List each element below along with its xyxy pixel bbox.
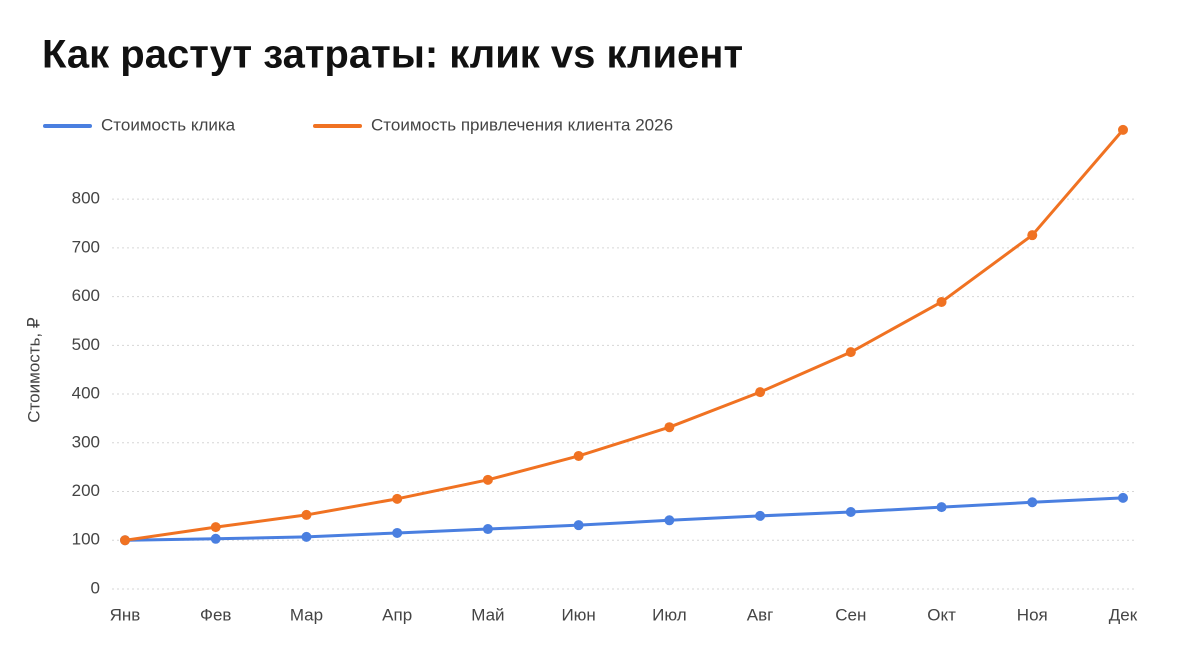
y-tick-label: 500: [72, 335, 100, 354]
y-tick-label: 400: [72, 384, 100, 403]
data-point: [482, 474, 493, 485]
data-point: [1027, 497, 1038, 508]
x-tick-label: Сен: [835, 605, 866, 624]
x-tick-label: Июл: [652, 605, 687, 624]
x-tick-label: Июн: [561, 605, 595, 624]
y-axis-label: Стоимость, ₽: [24, 317, 43, 423]
x-tick-label: Янв: [110, 605, 141, 624]
data-point: [210, 522, 221, 533]
chart-title: Как растут затраты: клик vs клиент: [42, 33, 743, 77]
data-point: [392, 493, 403, 504]
x-tick-label: Ноя: [1017, 605, 1048, 624]
data-point: [301, 509, 312, 520]
y-tick-label: 300: [72, 432, 100, 451]
data-point: [845, 347, 856, 358]
data-point: [1027, 230, 1038, 241]
data-point: [936, 502, 947, 513]
series-line: [124, 496, 1124, 542]
data-point: [664, 515, 675, 526]
data-point: [301, 531, 312, 542]
y-tick-label: 800: [72, 189, 100, 208]
data-point: [482, 524, 493, 535]
data-point: [120, 535, 130, 546]
x-tick-label: Апр: [382, 605, 412, 624]
data-point: [755, 387, 766, 398]
data-point: [936, 296, 947, 307]
y-tick-label: 0: [91, 578, 100, 597]
x-tick-label: Авг: [747, 605, 774, 624]
data-point: [845, 506, 856, 517]
data-point: [392, 527, 403, 538]
x-tick-label: Мар: [290, 605, 323, 624]
y-tick-label: 600: [72, 286, 100, 305]
series-line: [124, 128, 1125, 542]
legend-label: Стоимость привлечения клиента 2026: [371, 115, 673, 134]
legend-label: Стоимость клика: [101, 115, 236, 134]
data-point: [573, 520, 584, 531]
data-point: [755, 510, 766, 521]
data-point: [664, 422, 675, 433]
y-tick-label: 700: [72, 237, 100, 256]
data-point: [573, 450, 584, 461]
x-tick-label: Фев: [200, 605, 231, 624]
x-tick-label: Май: [471, 605, 504, 624]
y-tick-label: 200: [72, 481, 100, 500]
data-point: [1118, 492, 1128, 503]
y-tick-label: 100: [72, 530, 100, 549]
x-tick-label: Дек: [1109, 605, 1138, 624]
x-tick-label: Окт: [927, 605, 956, 624]
data-point: [1118, 124, 1128, 135]
data-point: [210, 533, 221, 544]
